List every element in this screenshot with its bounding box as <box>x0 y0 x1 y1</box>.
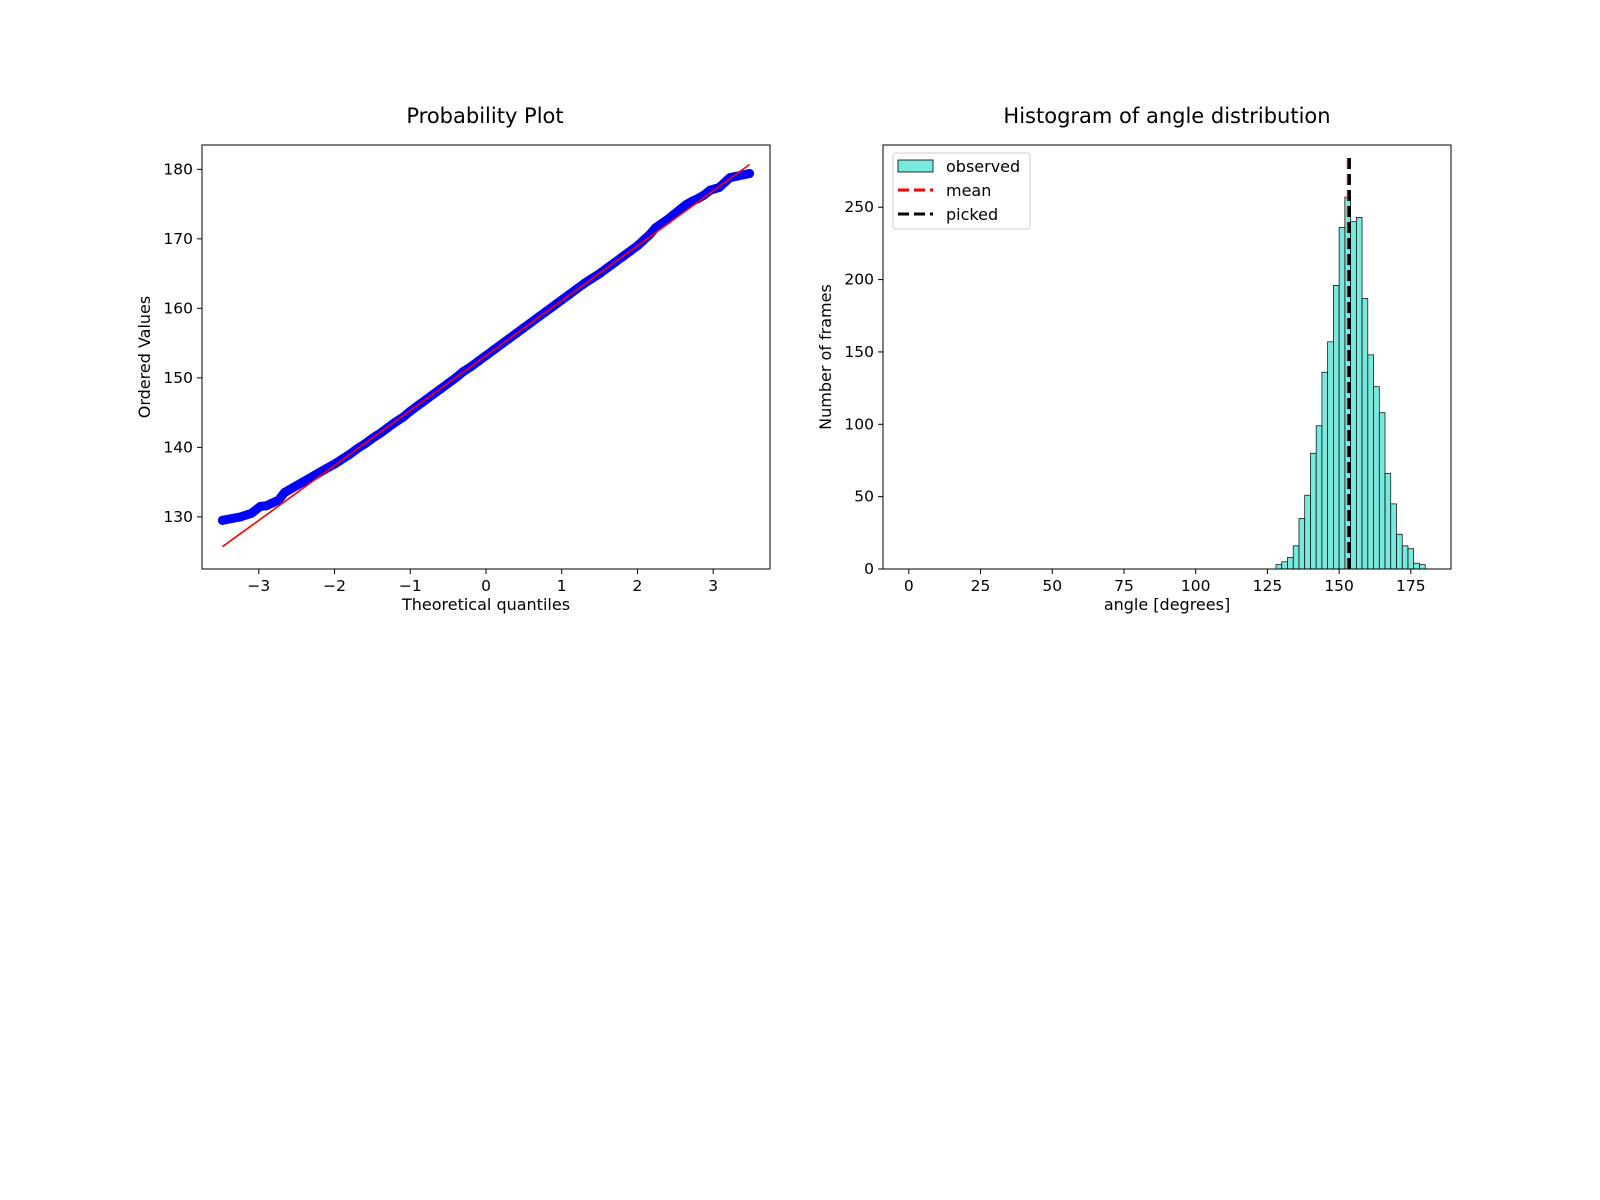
histogram-x-ticks: 0 25 50 75 100 125 150 175 <box>904 569 1426 595</box>
probability-plot-point <box>236 512 246 522</box>
histogram-x-tick-label: 0 <box>904 577 914 595</box>
probability-plot-point <box>273 495 283 505</box>
histogram-bar <box>1310 452 1317 570</box>
probability-plot-point <box>699 190 709 200</box>
probability-plot-point <box>675 205 685 215</box>
histogram-bar <box>1390 503 1397 570</box>
probability-plot-x-label: Theoretical quantiles <box>401 595 570 614</box>
probability-plot-x-tick-label: 0 <box>481 577 491 595</box>
histogram-title: Histogram of angle distribution <box>1003 104 1330 128</box>
histogram-bar <box>1401 545 1409 570</box>
probability-plot-point <box>745 168 755 178</box>
histogram-bar <box>1413 562 1420 570</box>
probability-plot-y-tick-label: 160 <box>163 299 193 317</box>
histogram-y-tick-label: 200 <box>844 271 874 289</box>
histogram-bar <box>1378 412 1386 570</box>
histogram-bar <box>1355 217 1363 570</box>
probability-plot-point <box>645 230 655 240</box>
histogram-bar <box>1304 494 1311 570</box>
probability-plot-y-label: Ordered Values <box>135 296 154 418</box>
probability-plot-fit-line <box>221 163 751 548</box>
histogram-panel: Histogram of angle distribution 0 25 50 75 1… <box>816 104 1452 614</box>
probability-plot-panel: Probability Plot −3 −2 −1 0 1 2 3 130 140 150 160… <box>135 104 771 614</box>
probability-plot-x-tick-label: −3 <box>247 577 270 595</box>
histogram-bar <box>1350 221 1357 570</box>
probability-plot-point <box>322 463 332 473</box>
histogram-bar <box>1292 545 1300 570</box>
histogram-x-tick-label: 75 <box>1114 577 1134 595</box>
histogram-bar <box>1281 561 1288 570</box>
histogram-x-tick-label: 125 <box>1253 577 1283 595</box>
histogram-bar <box>1321 371 1328 570</box>
histogram-x-tick-label: 175 <box>1396 577 1426 595</box>
histogram-bar <box>1396 533 1403 570</box>
histogram-y-tick-label: 50 <box>854 488 874 506</box>
histogram-y-tick-label: 250 <box>844 198 874 216</box>
histogram-bar <box>1407 548 1415 570</box>
histogram-x-tick-label: 100 <box>1181 577 1211 595</box>
probability-plot-x-tick-label: 1 <box>557 577 567 595</box>
histogram-bar <box>1275 564 1283 570</box>
histogram-x-label: angle [degrees] <box>1104 595 1230 614</box>
histogram-y-label: Number of frames <box>816 284 835 430</box>
histogram-bar <box>1367 354 1374 570</box>
probability-plot-x-tick-label: 3 <box>708 577 718 595</box>
probability-plot-y-ticks: 130 140 150 160 170 180 <box>163 160 202 526</box>
histogram-bar <box>1419 564 1426 570</box>
histogram-bar <box>1315 425 1323 570</box>
legend-observed-label: observed <box>946 157 1020 176</box>
probability-plot-point <box>669 210 679 220</box>
histogram-bar <box>1333 285 1340 570</box>
histogram-y-tick-label: 150 <box>844 343 874 361</box>
histogram-bar <box>1338 227 1346 570</box>
histogram-y-tick-label: 100 <box>844 415 874 433</box>
probability-plot-y-tick-label: 170 <box>163 230 193 248</box>
probability-plot-point <box>217 515 227 525</box>
probability-plot-x-tick-label: 2 <box>633 577 643 595</box>
probability-plot-x-tick-label: −1 <box>399 577 422 595</box>
histogram-x-tick-label: 25 <box>971 577 991 595</box>
probability-plot-y-tick-label: 180 <box>163 160 193 178</box>
probability-plot-x-tick-label: −2 <box>323 577 346 595</box>
legend-observed-swatch <box>897 159 934 173</box>
probability-plot-y-tick-label: 130 <box>163 508 193 526</box>
histogram-bar <box>1327 341 1334 570</box>
histogram-bar <box>1373 386 1380 570</box>
histogram-bar <box>1298 518 1306 570</box>
legend-picked-label: picked <box>946 205 998 224</box>
histogram-axes-frame <box>882 144 1452 570</box>
histogram-bar <box>1361 298 1369 570</box>
histogram-y-tick-label: 0 <box>864 560 874 578</box>
probability-plot-x-ticks: −3 −2 −1 0 1 2 3 <box>247 569 718 595</box>
probability-plot-point <box>246 508 256 518</box>
histogram-y-ticks: 0 50 100 150 200 250 <box>844 198 883 578</box>
histogram-x-tick-label: 150 <box>1324 577 1354 595</box>
histogram-bar <box>1384 473 1392 570</box>
histogram-x-tick-label: 50 <box>1042 577 1062 595</box>
probability-plot-y-tick-label: 140 <box>163 438 193 456</box>
histogram-bar <box>1287 557 1294 570</box>
probability-plot-y-tick-label: 150 <box>163 369 193 387</box>
probability-plot-title: Probability Plot <box>406 104 563 128</box>
legend-mean-label: mean <box>946 181 991 200</box>
probability-plot-point <box>705 185 715 195</box>
histogram-legend: observed mean picked <box>892 152 1031 230</box>
